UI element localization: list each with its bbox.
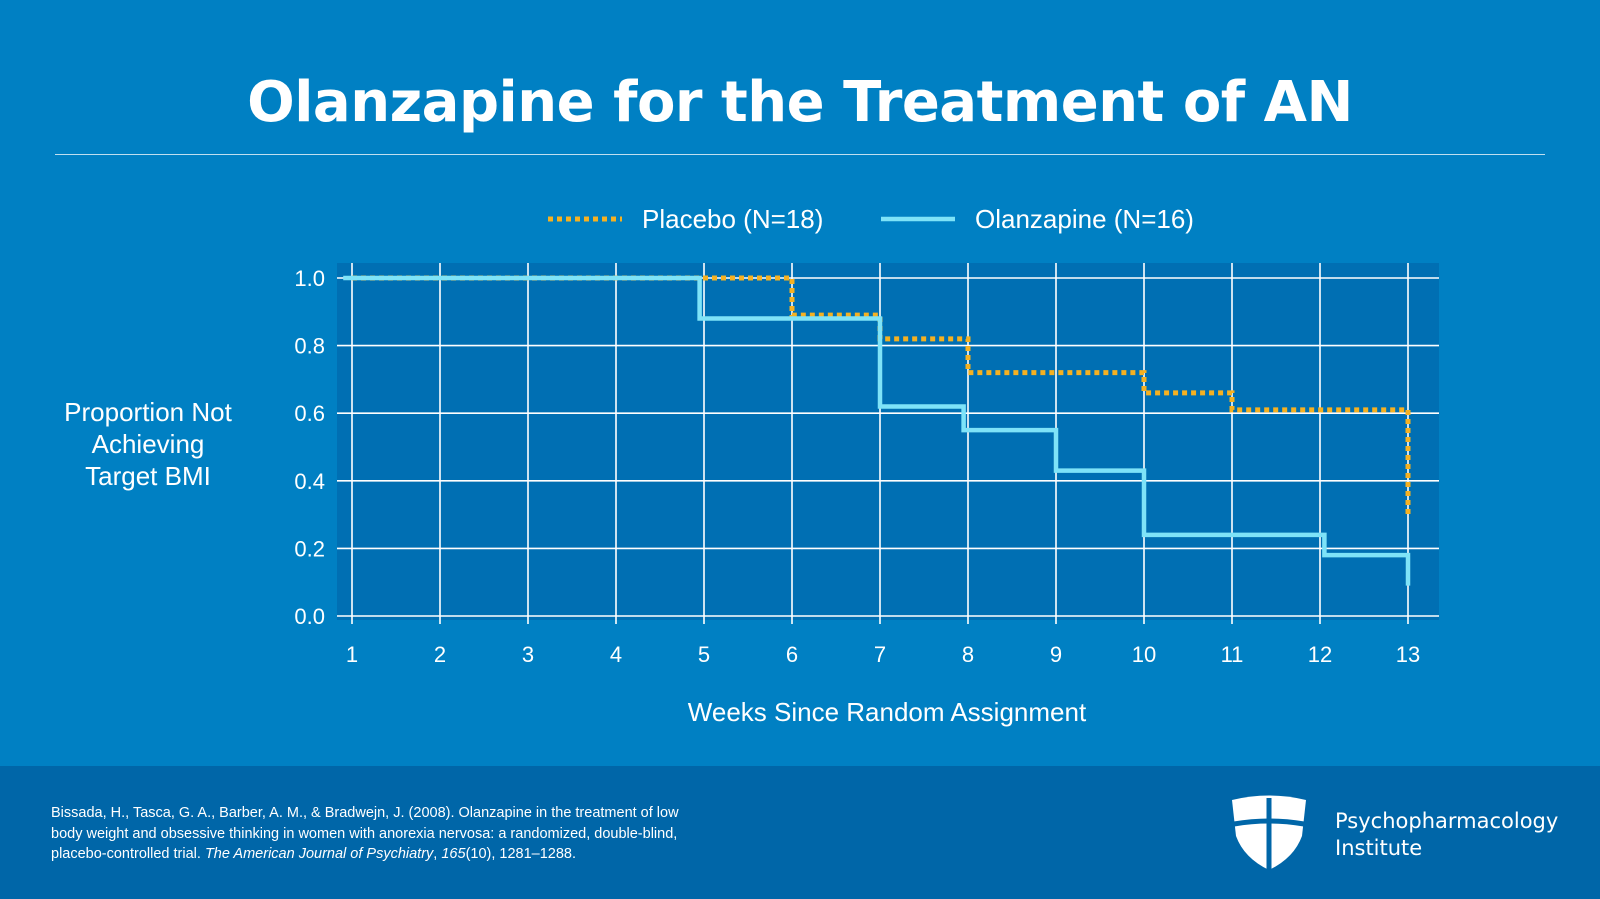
x-tick-label: 12 [1308, 642, 1332, 667]
x-tick-label: 8 [962, 642, 974, 667]
shield-icon [1232, 795, 1306, 870]
x-tick-label: 6 [786, 642, 798, 667]
citation-pages: (10), 1281–1288. [465, 846, 577, 862]
brand-line-1: Psychopharmacology [1335, 809, 1559, 833]
citation-authors-title: Bissada, H., Tasca, G. A., Barber, A. M.… [51, 805, 679, 862]
brand-name: Psychopharmacology Institute [1335, 808, 1558, 862]
series-line-placebo [352, 275, 1411, 515]
axes: 1 2 3 4 5 6 7 8 9 10 11 12 130.00.20.40.60.81.0 [294, 266, 1420, 667]
citation-volume: 165 [441, 846, 466, 862]
y-axis-label-line: Achieving [92, 429, 205, 459]
slide-title: Olanzapine for the Treatment of AN [247, 70, 1353, 135]
brand-line-2: Institute [1335, 836, 1423, 860]
y-axis-label-line: Proportion Not [64, 397, 232, 427]
grid-lines [337, 263, 1439, 617]
x-tick-label: 4 [610, 642, 622, 667]
survival-chart: 1 2 3 4 5 6 7 8 9 10 11 12 130.00.20.40.60.81.0 Plac… [64, 204, 1439, 727]
x-tick-label: 11 [1221, 642, 1244, 667]
x-tick-label: 13 [1396, 642, 1420, 667]
legend-label: Olanzapine (N=16) [975, 204, 1194, 234]
x-tick-label: 9 [1050, 642, 1062, 667]
x-tick-label: 10 [1132, 642, 1156, 667]
legend: Placebo (N=18) Olanzapine (N=16) [548, 204, 1194, 234]
y-tick-label: 0.4 [294, 469, 325, 494]
x-tick-label: 5 [698, 642, 710, 667]
series-line-olanzapine [343, 275, 1411, 586]
y-tick-label: 0.6 [294, 401, 325, 426]
x-tick-label: 2 [434, 642, 446, 667]
citation-separator: , [433, 846, 442, 862]
series-group [343, 275, 1411, 586]
citation-journal: The American Journal of Psychiatry [204, 846, 434, 862]
y-tick-label: 0.0 [294, 604, 325, 629]
plot-area [337, 263, 1439, 620]
footer-band [0, 766, 1600, 899]
x-tick-label: 7 [874, 642, 886, 667]
legend-label: Placebo (N=18) [642, 204, 823, 234]
title-divider [55, 154, 1545, 155]
x-tick-label: 1 [346, 642, 358, 667]
y-axis-label: Proportion Not Achieving Target BMI [64, 397, 232, 491]
y-tick-label: 0.2 [294, 536, 325, 561]
citation: Bissada, H., Tasca, G. A., Barber, A. M.… [51, 803, 711, 865]
x-axis-label: Weeks Since Random Assignment [688, 697, 1087, 727]
y-axis-label-line: Target BMI [85, 461, 211, 491]
x-tick-label: 3 [522, 642, 534, 667]
y-tick-label: 0.8 [294, 334, 325, 359]
y-tick-label: 1.0 [294, 266, 325, 291]
